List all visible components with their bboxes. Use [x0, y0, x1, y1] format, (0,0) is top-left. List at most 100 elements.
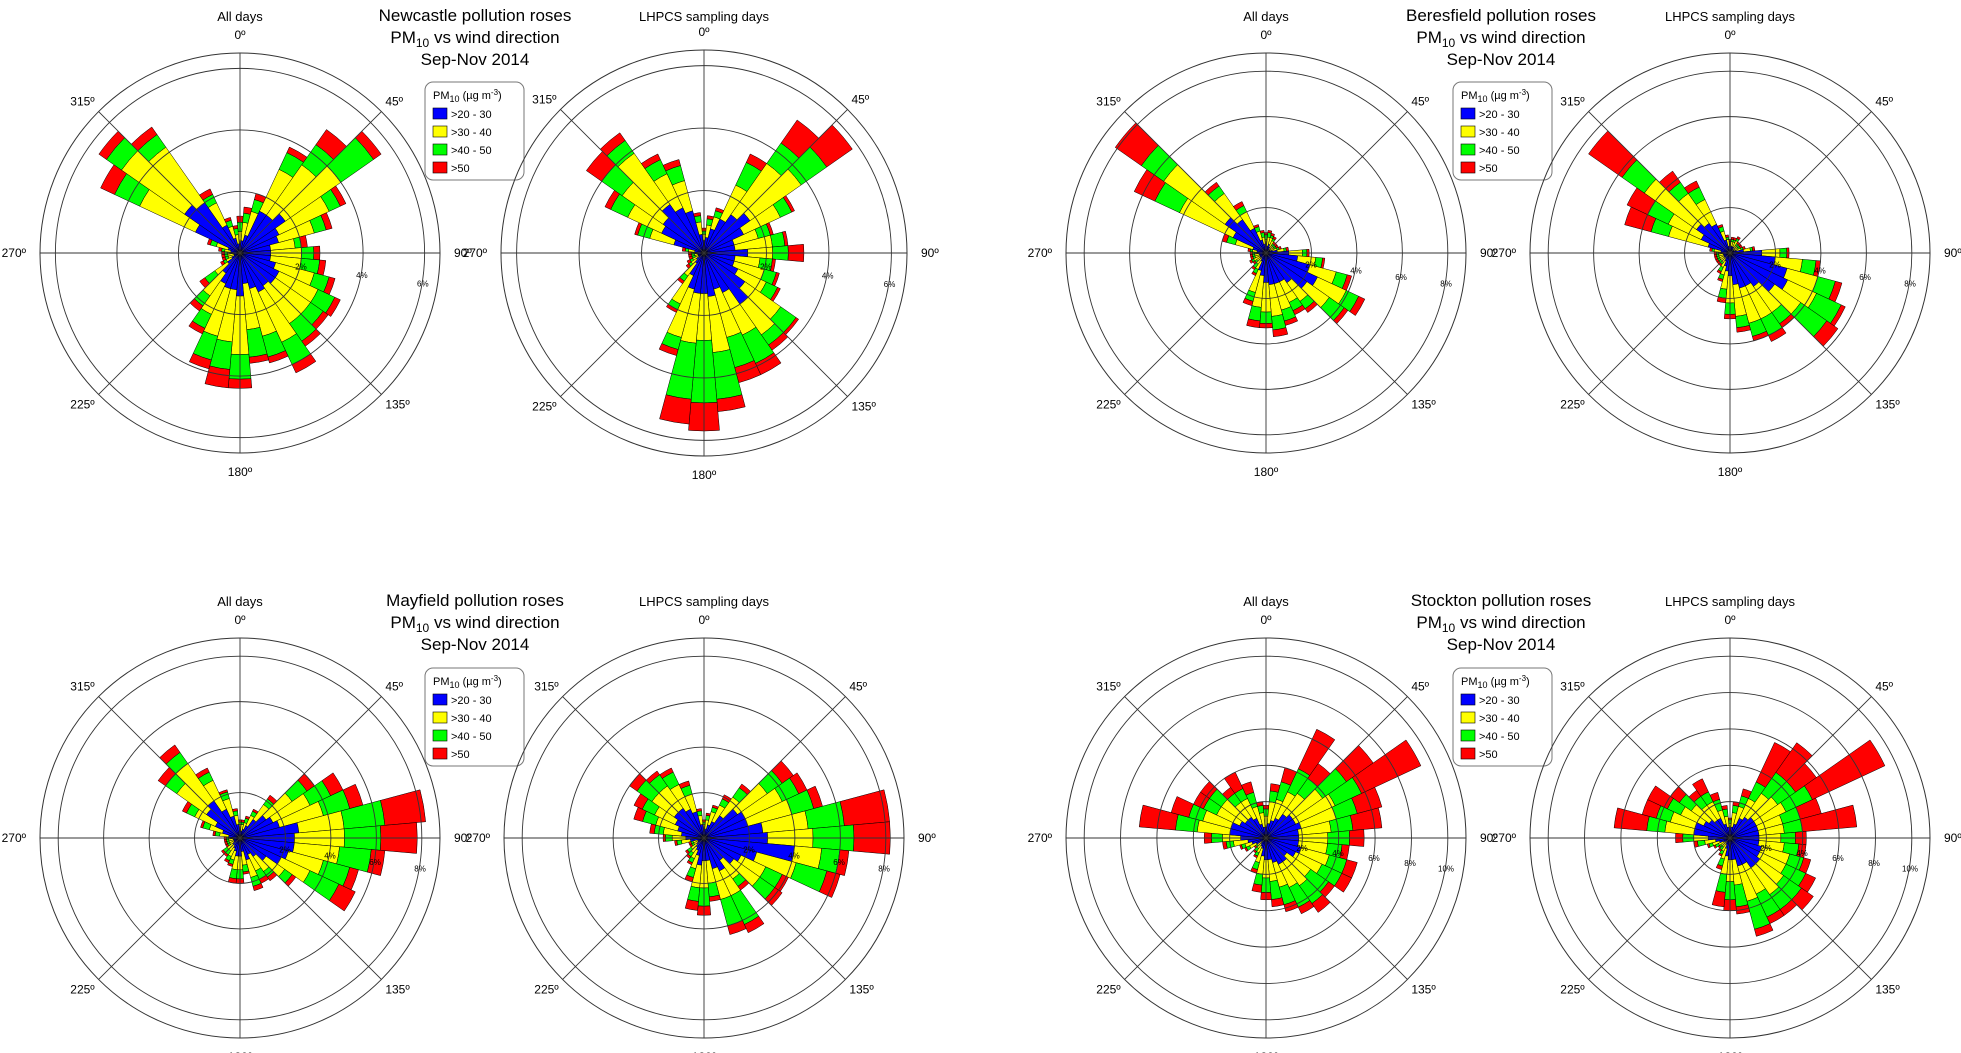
direction-label: 45º	[1411, 680, 1429, 694]
direction-label: 315º	[1560, 95, 1585, 109]
rose-spoke	[703, 109, 848, 254]
rose-petal-segment	[1349, 295, 1366, 316]
direction-label: 90º	[1480, 831, 1498, 845]
wind-rose-panel: All days 2% 4% 6% 0º 45º 90º 135º 180º 225º 270º 31…	[2, 9, 473, 479]
rose-petal-segment	[188, 353, 212, 370]
direction-label: 270º	[1492, 246, 1517, 260]
title-pm-subscript: 10	[416, 621, 430, 635]
legend-item-label: >20 - 30	[451, 109, 492, 121]
direction-label: 180º	[1254, 465, 1279, 479]
legend-box	[424, 667, 525, 767]
ring-label: 2%	[743, 845, 755, 854]
rose-spoke	[1729, 696, 1872, 839]
rose-petal-segment	[130, 126, 158, 152]
rose-spoke	[703, 696, 846, 839]
rose-petal-segment	[1724, 234, 1729, 238]
rose-petal-segment	[1249, 259, 1254, 264]
legend-item-label: >20 - 30	[1479, 695, 1520, 707]
rose-spoke	[562, 696, 705, 839]
rose-petal-segment	[1613, 807, 1650, 831]
rose-petal-segment	[1285, 246, 1289, 252]
legend-title-sup: -3	[1519, 88, 1527, 97]
legend-box	[1452, 81, 1553, 181]
direction-label: 135º	[1875, 982, 1900, 996]
rose-petal-segment	[232, 225, 239, 230]
legend-swatch	[1460, 125, 1476, 138]
legend-item-label: >50	[451, 749, 470, 761]
rose-spoke	[562, 837, 705, 980]
figure-period: Sep-Nov 2014	[1447, 50, 1556, 69]
direction-label: 315º	[532, 93, 557, 107]
legend-item-label: >20 - 30	[1479, 109, 1520, 121]
ring-label: 8%	[1904, 279, 1916, 288]
direction-label: 90º	[1944, 831, 1961, 845]
ring-label: 4%	[788, 852, 800, 861]
direction-label: 270º	[2, 246, 27, 260]
rose-petal-segment	[367, 849, 386, 876]
legend-title-sub: 10	[1478, 94, 1488, 104]
title-pm-text: PM	[1416, 613, 1442, 632]
rose-petal-segment	[1658, 170, 1681, 193]
panel-subtitle: All days	[1243, 9, 1289, 24]
ring-label: 10%	[1438, 864, 1454, 873]
rose-petal-segment	[645, 770, 661, 784]
rose-petal-segment	[1270, 232, 1275, 237]
direction-label: 270º	[1492, 831, 1517, 845]
rose-petal-segment	[380, 789, 426, 826]
rose-petal-segment	[1271, 897, 1285, 908]
rose-spoke	[1729, 252, 1872, 395]
rose-petal-segment	[1334, 873, 1353, 893]
title-pm-text: PM	[390, 613, 416, 632]
panel-subtitle: All days	[217, 594, 263, 609]
rose-spoke	[98, 252, 241, 395]
ring-label: 8%	[414, 864, 426, 873]
rose-petal-segment	[221, 254, 226, 259]
direction-label: 0º	[698, 25, 710, 39]
rose-spoke	[1265, 111, 1408, 254]
rose-petal-segment	[1352, 739, 1422, 794]
legend-swatch	[432, 143, 448, 156]
rose-petal-segment	[1647, 785, 1674, 810]
rose-petal-segment	[329, 883, 356, 912]
rose-petal-segment	[1692, 778, 1709, 797]
direction-label: 0º	[698, 613, 710, 627]
rose-petal-segment	[1253, 872, 1264, 886]
rose-petal-segment	[1253, 224, 1260, 229]
rose-petal-segment	[1241, 781, 1255, 796]
ring-label: 6%	[1395, 273, 1407, 282]
rose-petal-segment	[1297, 728, 1336, 776]
direction-label: 315º	[70, 95, 95, 109]
rose-petal-segment	[1711, 890, 1726, 908]
direction-label: 270º	[466, 831, 491, 845]
legend-swatch	[432, 693, 448, 706]
direction-label: 225º	[1560, 982, 1585, 996]
panel-subtitle: LHPCS sampling days	[639, 9, 770, 24]
ring-label: 2%	[1305, 260, 1317, 269]
ring-label: 4%	[822, 271, 834, 280]
figure-subtitle: PM10 vs wind direction	[1416, 28, 1585, 50]
direction-label: 45º	[1875, 680, 1893, 694]
title-pm-text: PM	[390, 28, 416, 47]
figure-title: Mayfield pollution roses	[386, 591, 564, 610]
legend-title: PM10 (µg m-3)	[433, 674, 502, 690]
legend-swatch	[432, 729, 448, 742]
rose-petal-segment	[1251, 271, 1257, 276]
figure-title: Newcastle pollution roses	[379, 6, 572, 25]
legend-item-label: >40 - 50	[1479, 731, 1520, 743]
rose-petal-segment	[1248, 305, 1262, 322]
legend-swatch	[432, 711, 448, 724]
rose-petal-segment	[1717, 287, 1728, 299]
wind-rose-panel: LHPCS sampling days 2% 4% 6% 0º 45º 90º 135º 180…	[463, 9, 940, 482]
direction-label: 180º	[228, 1050, 253, 1053]
rose-petal-segment	[1246, 318, 1261, 328]
rose-petal-segment	[188, 320, 206, 335]
rose-spoke	[1265, 837, 1408, 980]
rose-petal-segment	[223, 838, 228, 843]
rose-petal-segment	[330, 185, 347, 207]
title-pm-subscript: 10	[1442, 621, 1456, 635]
rose-petal-segment	[1267, 230, 1273, 234]
legend-title-close: )	[498, 90, 502, 102]
direction-label: 225º	[1096, 397, 1121, 411]
ring-label: 8%	[878, 864, 890, 873]
